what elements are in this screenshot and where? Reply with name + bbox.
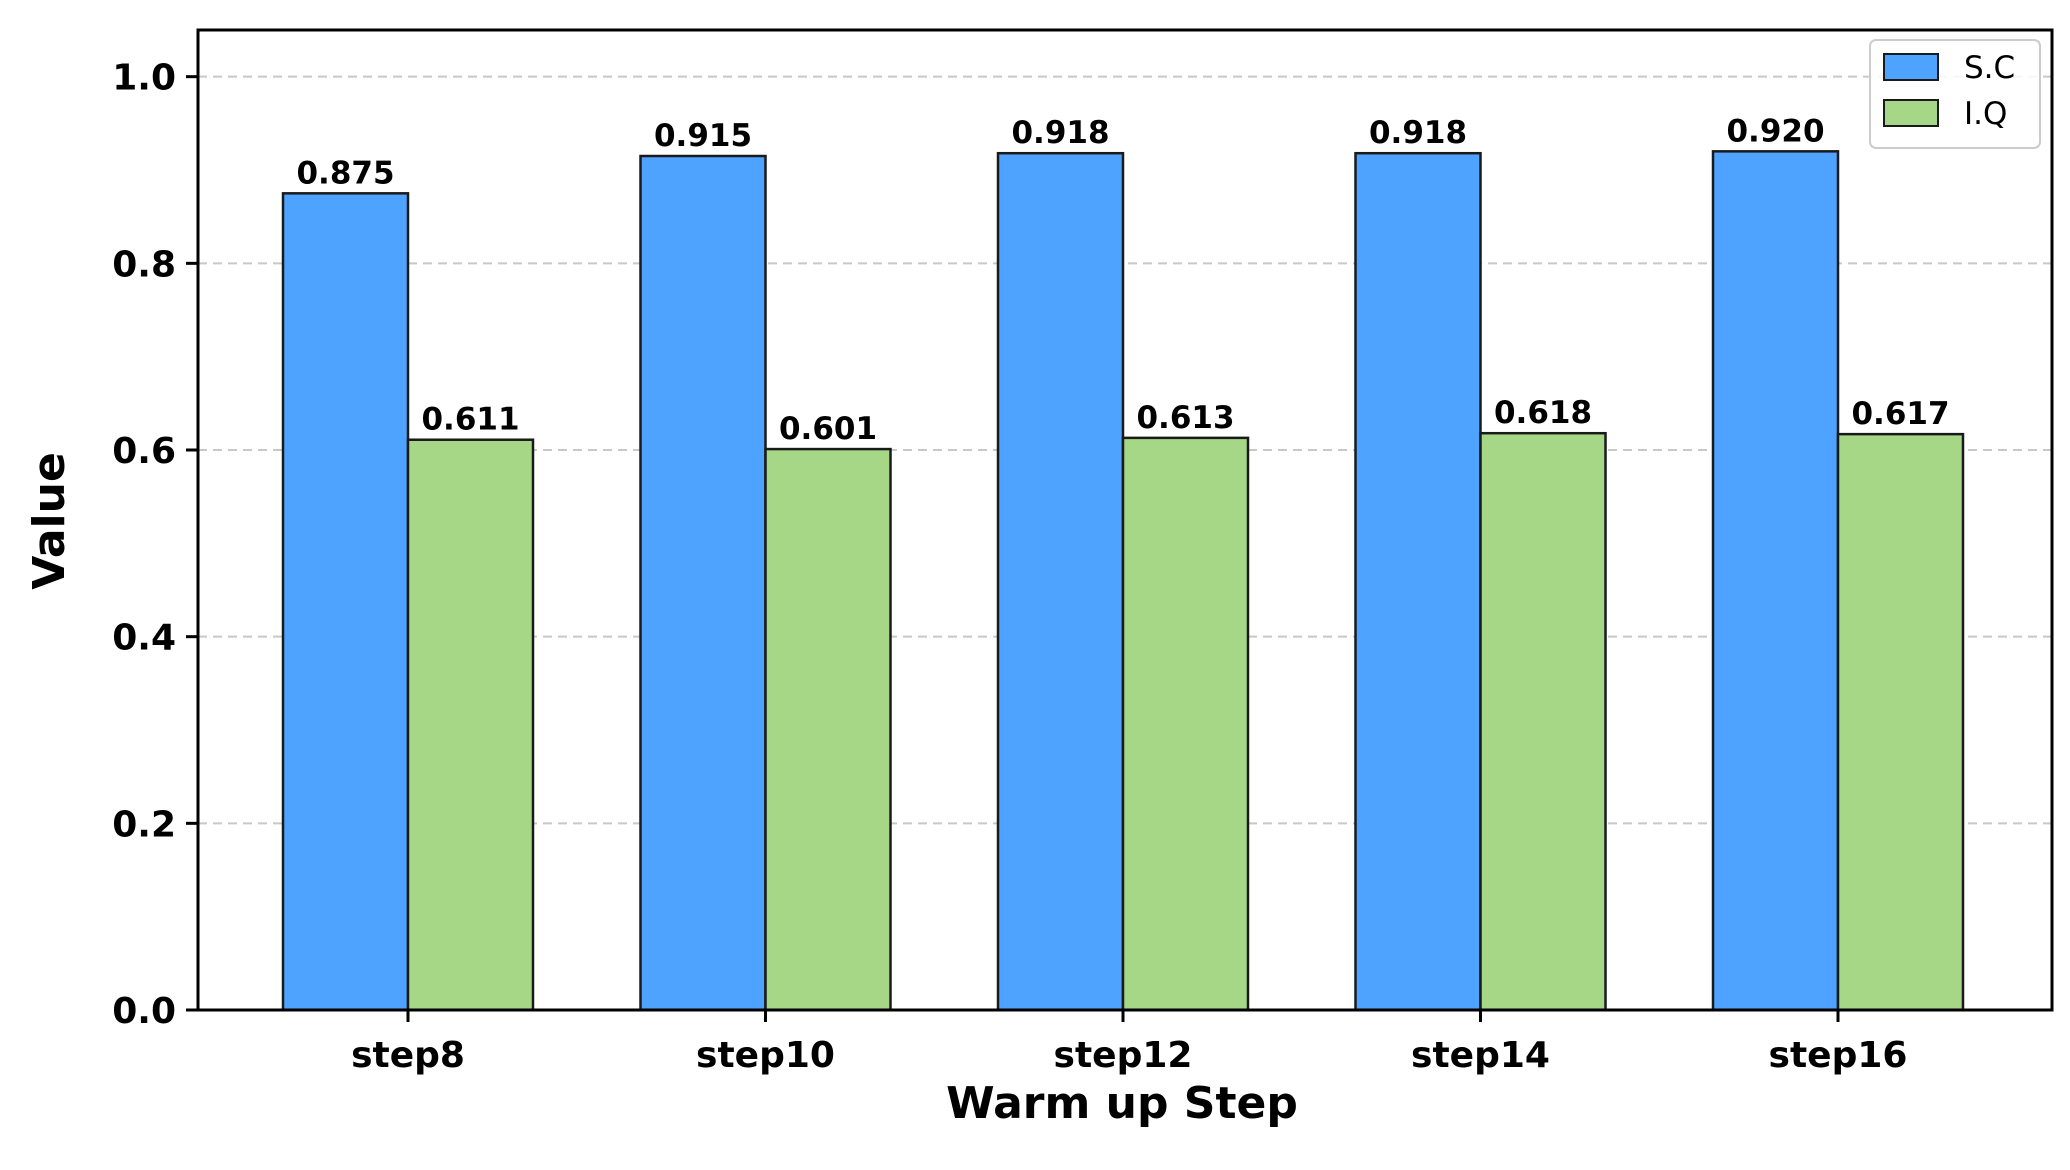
bar-value-label: 0.918: [1011, 115, 1109, 151]
bar-value-label: 0.915: [654, 118, 752, 154]
legend-swatch: [1883, 99, 1939, 127]
bar-sc-step12: [996, 151, 1125, 1012]
bar-iq-step14: [1479, 431, 1607, 1012]
bar-value-label: 0.918: [1369, 115, 1467, 151]
bar-iq-step12: [1121, 436, 1250, 1012]
bar-value-label: 0.601: [779, 411, 877, 447]
bars: [281, 150, 1965, 1012]
bar-iq-step16: [1836, 432, 1965, 1012]
plot-frame: [196, 28, 2054, 1012]
bar-value-label: 0.875: [296, 155, 394, 191]
bar-sc-step14: [1354, 151, 1482, 1012]
y-tick-label: 0.6: [112, 431, 176, 472]
x-tick-label: step14: [1411, 1035, 1550, 1076]
x-axis: step8 step10 step12 step14 step16: [351, 1010, 1907, 1076]
y-tick-label: 0.2: [112, 804, 176, 845]
bar-iq-step10: [764, 447, 892, 1012]
bar-value-label: 0.920: [1726, 113, 1824, 149]
y-axis: 0.0 0.2 0.4 0.6 0.8 1.0: [112, 58, 198, 1032]
bar-value-label: 0.613: [1136, 400, 1234, 436]
bar-iq-step8: [406, 438, 535, 1012]
y-tick-label: 0.8: [112, 244, 176, 285]
legend: S.C I.Q: [1869, 39, 2041, 149]
bar-sc-step8: [281, 192, 410, 1012]
y-axis-title: Value: [24, 452, 75, 590]
y-tick-label: 0.0: [112, 991, 176, 1032]
x-tick-label: step16: [1769, 1035, 1908, 1076]
legend-entry: I.Q: [1964, 96, 2007, 132]
legend-entry: S.C: [1964, 50, 2015, 86]
bar-value-label: 0.611: [421, 402, 519, 438]
bar-sc-step16: [1711, 150, 1840, 1012]
bar-value-label: 0.618: [1494, 395, 1592, 431]
x-tick-label: step10: [696, 1035, 835, 1076]
data-labels: 0.875 0.611 0.915 0.601 0.918 0.613 0.918 0.618…: [296, 113, 1949, 447]
x-tick-label: step8: [351, 1035, 465, 1076]
legend-swatch: [1883, 53, 1939, 81]
bar-sc-step10: [639, 154, 767, 1012]
y-tick-label: 1.0: [112, 58, 176, 99]
y-tick-label: 0.4: [112, 618, 176, 659]
x-tick-label: step12: [1054, 1035, 1193, 1076]
x-axis-title: Warm up Step: [946, 1078, 1298, 1129]
bar-value-label: 0.617: [1851, 396, 1949, 432]
